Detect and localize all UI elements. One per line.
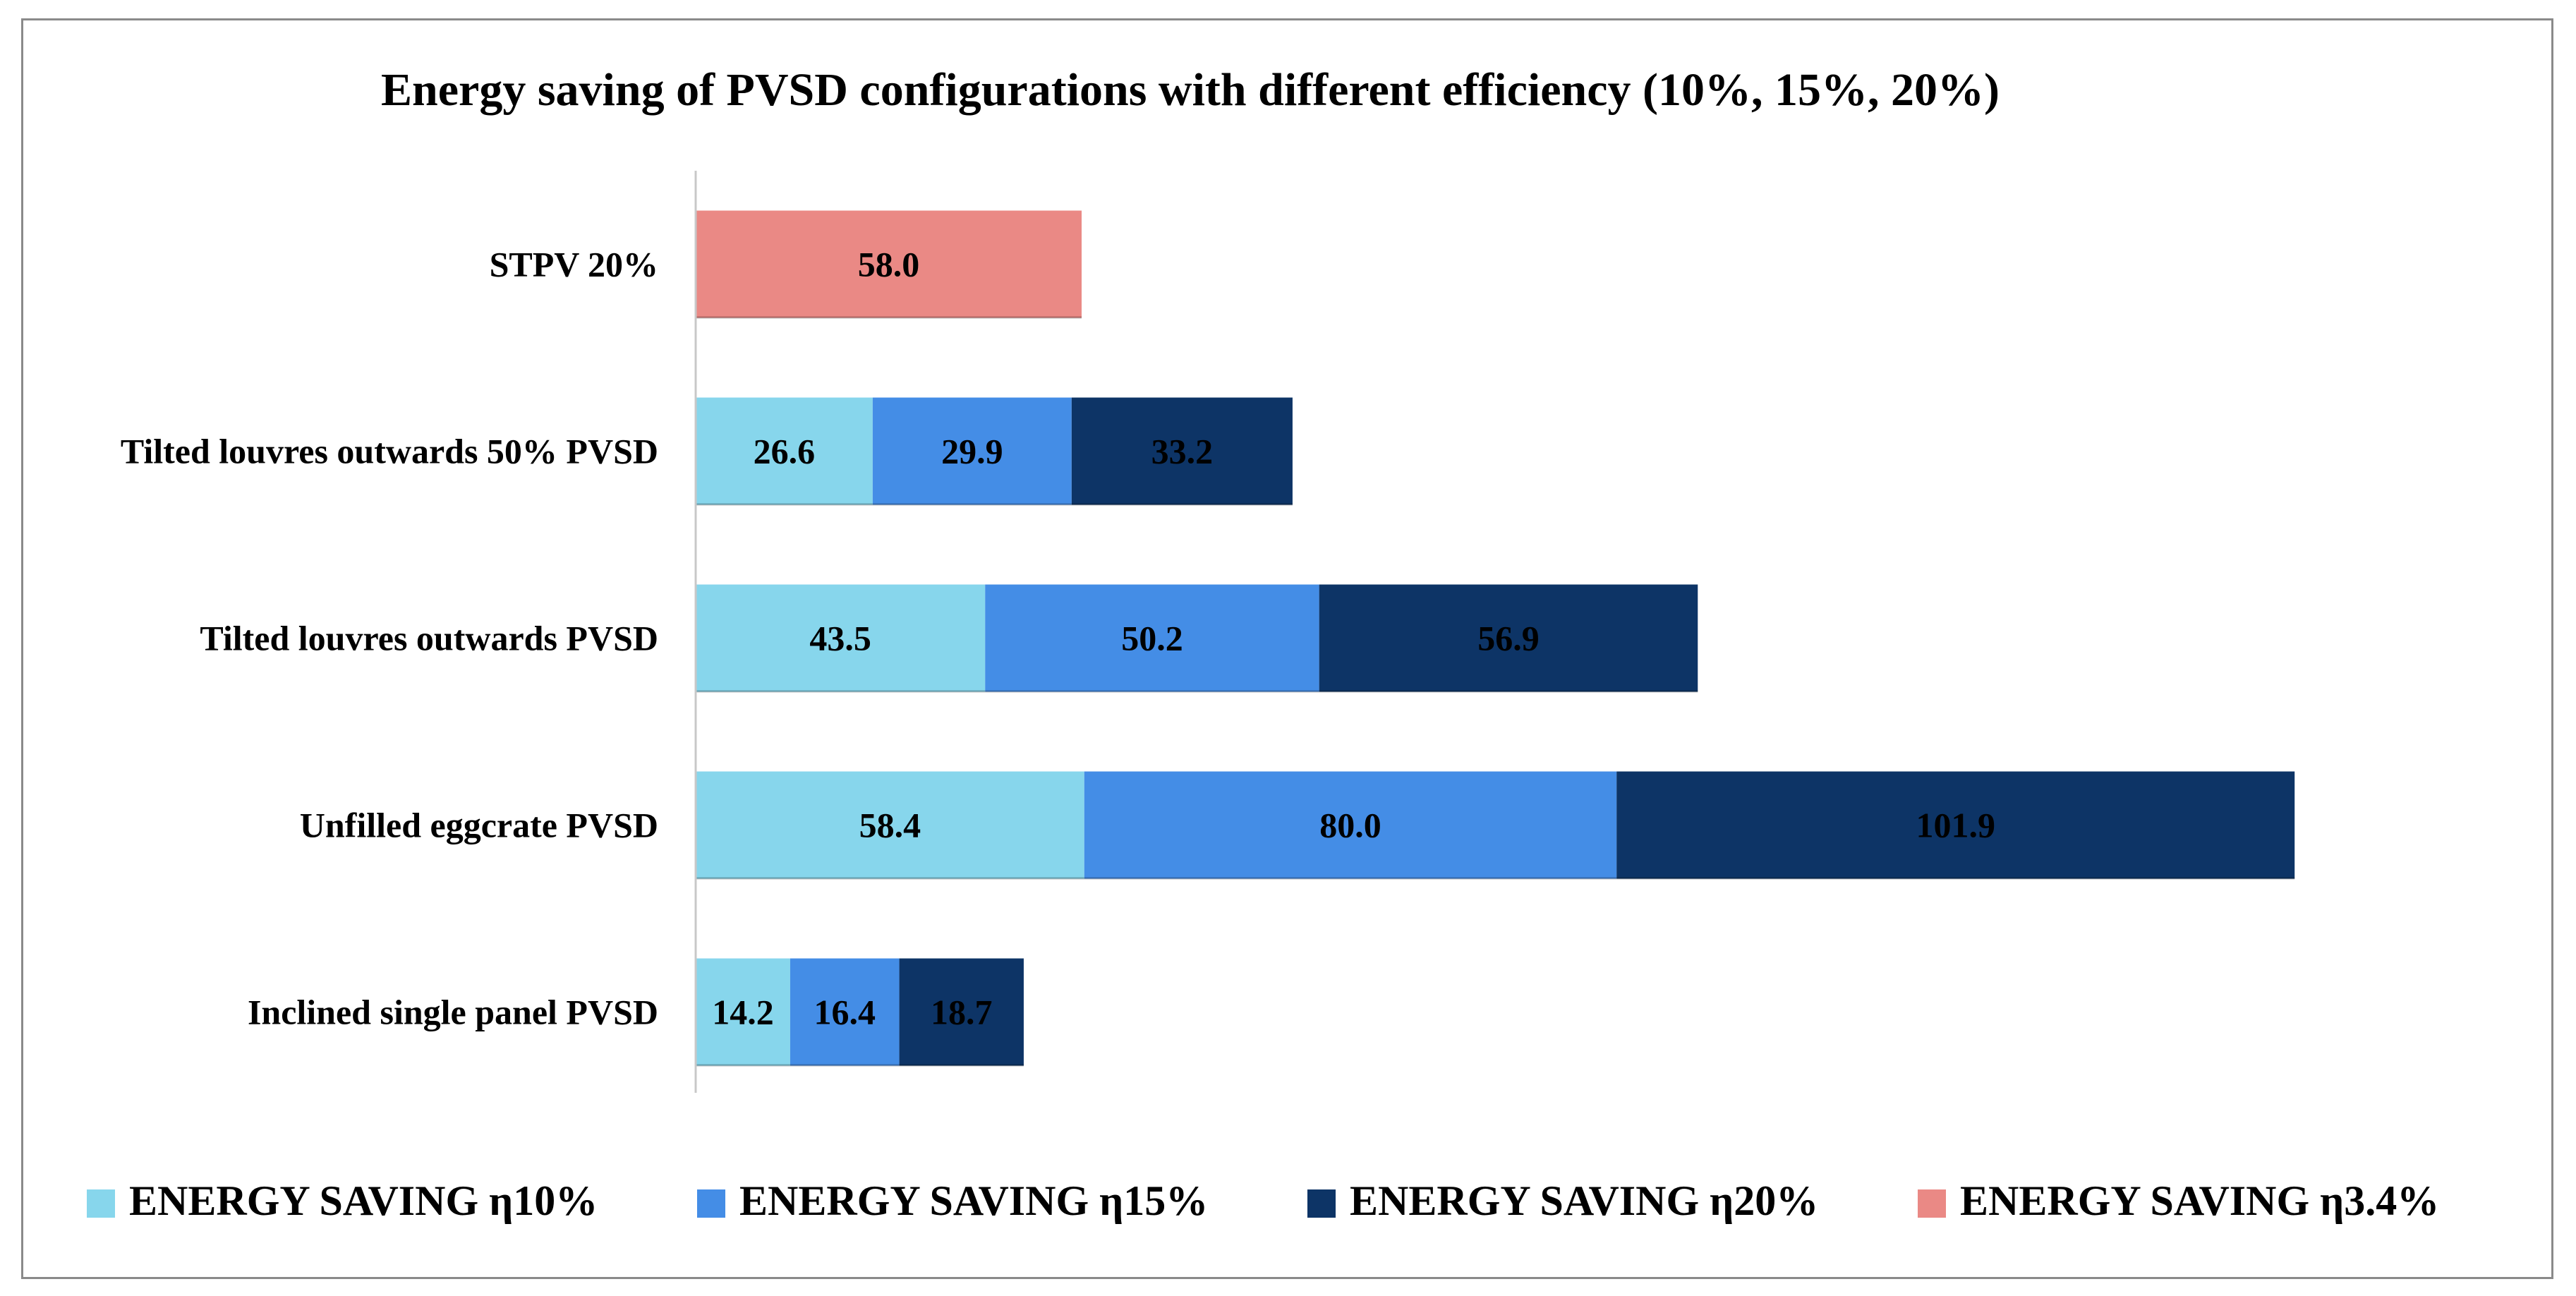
- category-label: STPV 20%: [490, 245, 658, 284]
- bar-segment: [1084, 771, 1617, 879]
- bar-data-label: 101.9: [1916, 806, 1995, 845]
- bar-data-label: 18.7: [931, 993, 993, 1032]
- bar-data-label: 50.2: [1121, 619, 1183, 658]
- bar-segment-shadow: [1616, 877, 2295, 880]
- category-label: Inclined single panel PVSD: [248, 993, 658, 1032]
- bar-data-label: 14.2: [712, 993, 774, 1032]
- bar-segment-shadow: [1319, 690, 1698, 693]
- bar-data-label: 56.9: [1477, 619, 1540, 658]
- category-labels: STPV 20% Tilted louvres outwards 50% PVSD…: [121, 245, 658, 1032]
- bar-data-labels: 58.0 26.6 29.9 33.2 43.5 50.2 56.9 58.4 80.0 101.…: [712, 245, 1995, 1032]
- bar-data-label: 29.9: [941, 432, 1003, 471]
- legend-label: ENERGY SAVING η10%: [129, 1177, 598, 1224]
- bar-segment: [1071, 397, 1293, 505]
- bar-segment: [696, 397, 873, 505]
- bar-segment: [696, 584, 986, 692]
- bar-segment: [1616, 771, 2295, 879]
- bar-data-label: 58.0: [858, 245, 920, 284]
- bar-segment-shadow: [696, 690, 986, 693]
- bar-segment: [696, 771, 1084, 879]
- bar-segment-shadow: [899, 1064, 1024, 1067]
- bar-segment: [985, 584, 1319, 692]
- bar-data-label: 33.2: [1151, 432, 1214, 471]
- bar-segment: [696, 210, 1082, 318]
- legend: ENERGY SAVING η10% ENERGY SAVING η15% ENER…: [87, 1177, 2439, 1224]
- category-label: Unfilled eggcrate PVSD: [300, 806, 658, 845]
- bar-segment-shadow: [696, 1064, 790, 1067]
- bar-segment: [1319, 584, 1698, 692]
- bar-segment-shadow: [696, 316, 1082, 319]
- legend-swatch: [697, 1189, 725, 1218]
- bar-segment-shadow: [696, 877, 1084, 880]
- legend-swatch: [1918, 1189, 1946, 1218]
- bar-data-label: 16.4: [814, 993, 876, 1032]
- bar-data-label: 26.6: [754, 432, 816, 471]
- chart-frame: Energy saving of PVSD configurations wit…: [21, 18, 2553, 1279]
- chart-title: Energy saving of PVSD configurations wit…: [381, 64, 2000, 116]
- legend-swatch: [87, 1189, 115, 1218]
- category-label: Tilted louvres outwards 50% PVSD: [121, 432, 658, 471]
- bar-segment-shadow: [1084, 877, 1617, 880]
- legend-label: ENERGY SAVING η3.4%: [1960, 1177, 2439, 1224]
- bar-segment: [899, 958, 1024, 1066]
- bar-segment-shadow: [696, 503, 873, 506]
- legend-label: ENERGY SAVING η15%: [739, 1177, 1208, 1224]
- bar-segment-shadow: [790, 1064, 900, 1067]
- bar-segments: [696, 210, 2295, 1067]
- bar-segment: [790, 958, 900, 1066]
- category-label: Tilted louvres outwards PVSD: [200, 619, 658, 658]
- bar-segment-shadow: [985, 690, 1319, 693]
- bar-data-label: 58.4: [859, 806, 921, 845]
- bar-segment-shadow: [872, 503, 1072, 506]
- bar-segment-shadow: [1071, 503, 1293, 506]
- bar-segment: [872, 397, 1072, 505]
- bar-data-label: 80.0: [1319, 806, 1381, 845]
- legend-label: ENERGY SAVING η20%: [1350, 1177, 1818, 1224]
- legend-swatch: [1307, 1189, 1336, 1218]
- energy-saving-chart: Energy saving of PVSD configurations wit…: [87, 64, 2439, 1224]
- bar-segment: [696, 958, 790, 1066]
- bar-data-label: 43.5: [809, 619, 871, 658]
